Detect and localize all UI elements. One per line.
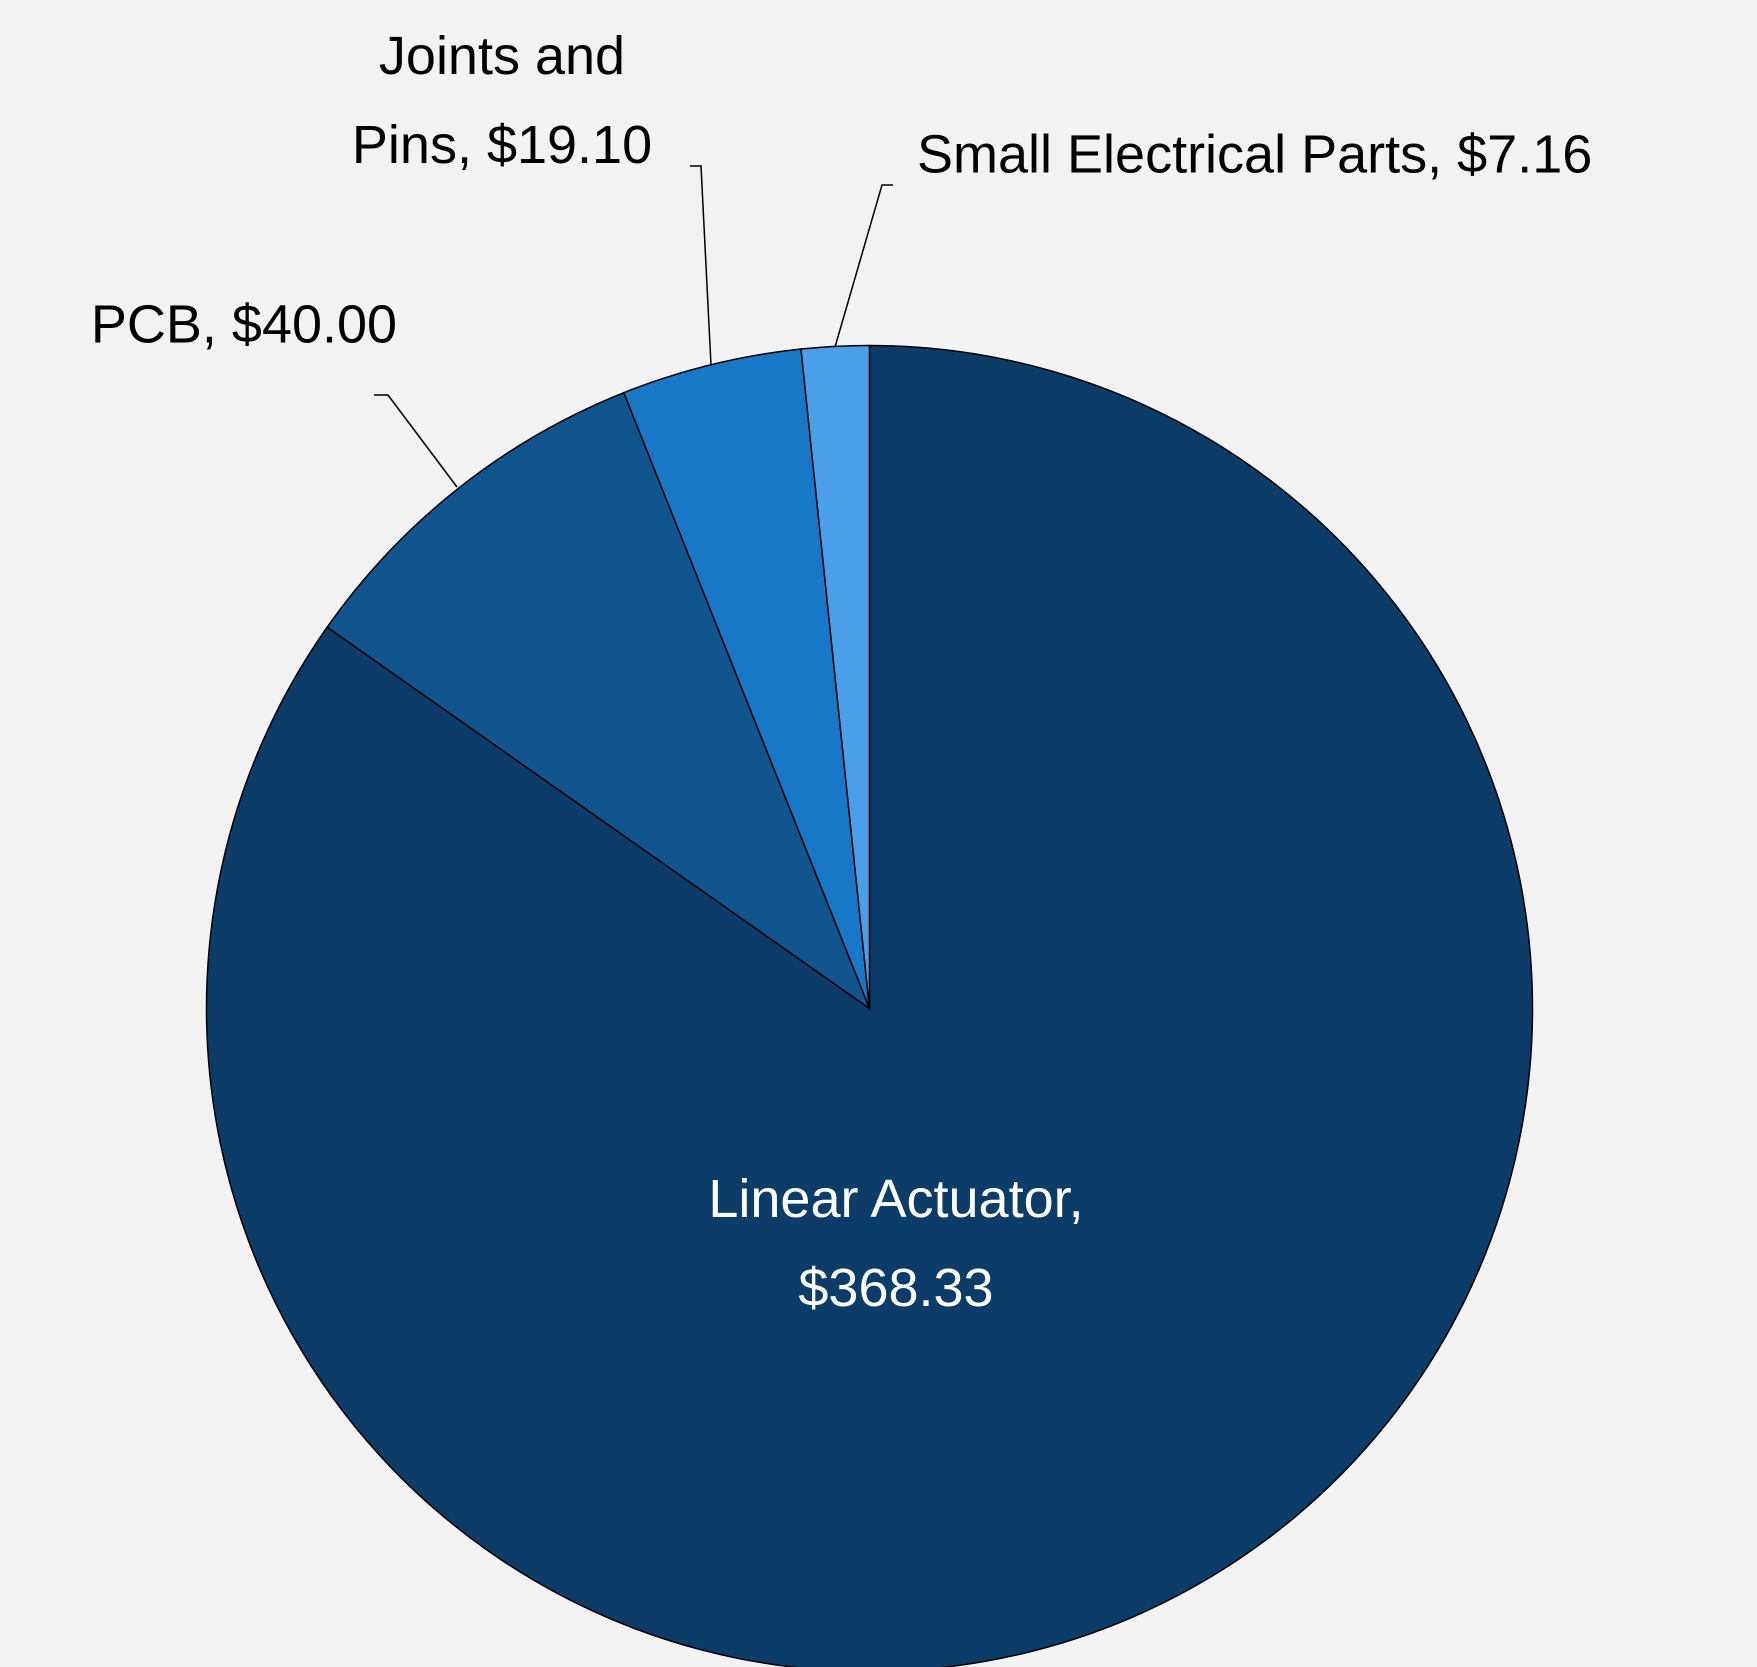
leader-line xyxy=(374,394,458,488)
pie-slice xyxy=(800,344,871,1009)
data-label: Small Electrical Parts, $7.16 xyxy=(917,124,1593,185)
pie-slice xyxy=(326,391,872,1011)
data-label: Joints and Pins, $19.10 xyxy=(351,25,653,175)
data-label: Linear Actuator, $368.33 xyxy=(708,1168,1084,1318)
leader-line xyxy=(690,165,712,366)
leader-line xyxy=(834,184,893,348)
pie-slice xyxy=(205,344,1534,1667)
pie-slice xyxy=(622,348,871,1009)
data-label: PCB, $40.00 xyxy=(90,294,398,355)
